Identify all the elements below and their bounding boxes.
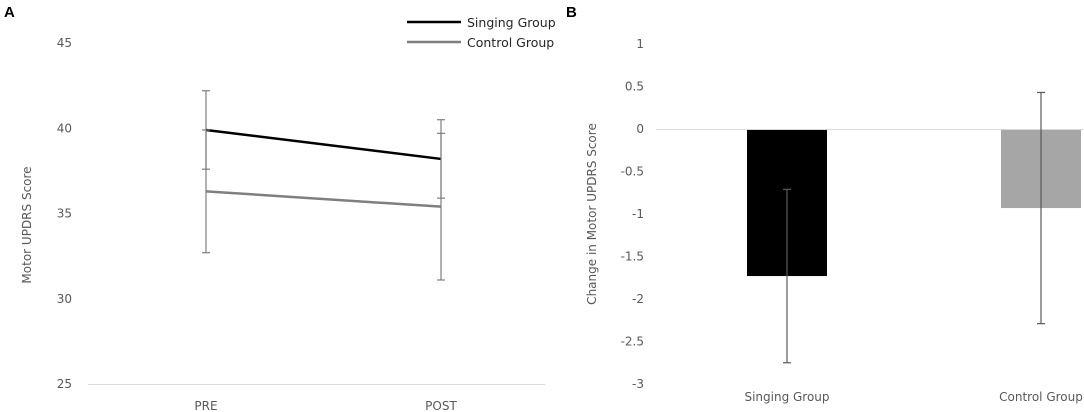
panel-a-label: A [4,4,15,21]
panel-b-y-tick-label: -1 [632,207,644,221]
panel-b-x-tick-label: Control Group [999,390,1083,404]
series-singing-group [202,90,445,199]
panel-a-y-tick-label: 35 [57,207,72,221]
panel-a-x-tick-label: PRE [194,399,217,412]
panel-a-y-tick-label: 25 [57,377,72,391]
legend-label-singing: Singing Group [467,15,556,30]
panel-b-y-tick-label: 1 [636,37,644,51]
panel-b-bars [747,129,1081,277]
panel-a-x-tick-label: POST [425,399,457,412]
panel-b-y-axis-label: Change in Motor UPDRS Score [585,123,599,305]
panel-a-y-tick-label: 45 [57,36,72,50]
panel-a-series [202,90,445,281]
panel-b-y-tick-label: -3 [632,377,644,391]
panel-a-y-ticks: 25 30 35 40 45 [57,36,72,391]
panel-b-label: B [566,4,577,21]
panel-a-y-tick-label: 40 [57,121,72,135]
panel-b-y-tick-label: 0.5 [625,80,644,94]
panel-b-y-tick-label: 0 [636,122,644,136]
panel-b-error-bars [783,91,1045,364]
panel-a-x-ticks: PRE POST [194,399,457,412]
panel-a-y-tick-label: 30 [57,292,72,306]
panel-b-y-tick-label: -1.5 [621,250,644,264]
panel-b-x-tick-label: Singing Group [744,390,829,404]
panel-b-y-tick-label: -2 [632,292,644,306]
panel-b-x-ticks: Singing Group Control Group [744,390,1082,404]
panel-b-y-tick-label: -0.5 [621,165,644,179]
series-line [205,128,442,161]
series-control-group [202,129,445,281]
panel-a: A Motor UPDRS Score 25 30 35 40 45 PRE POST S… [4,4,556,412]
legend-label-control: Control Group [467,35,554,50]
panel-b-y-tick-label: -2.5 [621,335,644,349]
series-line [205,190,442,208]
panel-a-legend: Singing Group Control Group [407,15,556,50]
panel-b-y-ticks: -3 -2.5 -2 -1.5 -1 -0.5 0 0.5 1 [621,37,644,391]
panel-b: B Change in Motor UPDRS Score -3 -2.5 -2 -1… [566,4,1084,404]
panel-a-y-axis-label: Motor UPDRS Score [20,166,34,283]
